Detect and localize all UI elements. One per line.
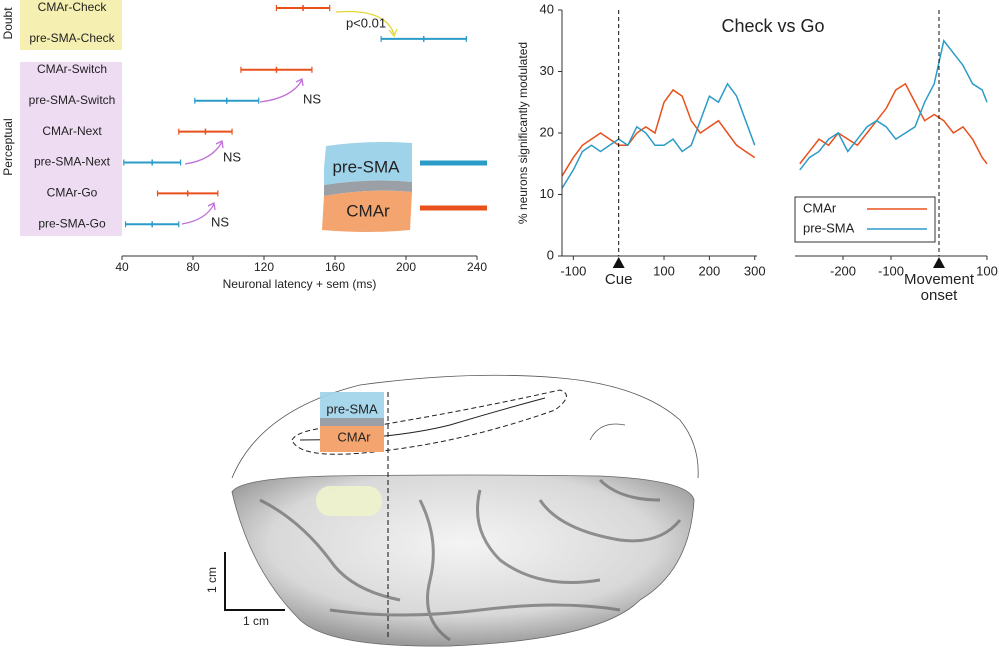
arrow-head (215, 140, 224, 149)
y-tick-label: 40 (540, 1, 554, 16)
x-tick-label: -100 (878, 263, 904, 278)
x-tick-label: 240 (467, 260, 487, 274)
y-tick-label: CMAr-Switch (37, 62, 107, 76)
y-tick-label: pre-SMA-Next (34, 155, 111, 169)
x-tick-label: 40 (115, 260, 129, 274)
y-tick-label: CMAr-Next (42, 124, 102, 138)
border-area (320, 418, 384, 426)
event-marker (612, 257, 625, 268)
pre-sma-area (324, 142, 412, 185)
y-axis-label: % neurons significantly modulated (516, 42, 530, 224)
y-tick-label: 0 (547, 247, 554, 262)
cmar-area (320, 426, 384, 452)
scale-bar (224, 552, 285, 611)
y-tick-label: CMAr-Go (47, 186, 98, 200)
data-line (561, 82, 756, 189)
y-tick-label: 20 (540, 124, 554, 139)
arrow (335, 10, 395, 35)
legend-label: CMAr (803, 200, 837, 215)
scale-label: 1 cm (243, 614, 269, 628)
brain-surface (231, 474, 695, 647)
legend-box (794, 196, 936, 243)
group-box (20, 62, 122, 236)
arrow (259, 79, 303, 103)
annotation: p<0.01 (346, 15, 386, 30)
event-label: onset (921, 287, 959, 304)
x-tick-label: -200 (830, 263, 856, 278)
x-tick-label: 300 (744, 263, 766, 278)
event-label: Movement (904, 271, 975, 288)
annotation: NS (223, 149, 241, 164)
area-label: CMAr (346, 201, 390, 220)
x-tick-label: 160 (325, 260, 345, 274)
group-box (20, 0, 122, 50)
arrow-head (388, 28, 398, 38)
x-tick-label: 80 (186, 260, 200, 274)
annotation: NS (303, 91, 321, 106)
x-tick-label: 200 (699, 263, 721, 278)
x-tick-label: 100 (653, 263, 675, 278)
y-tick-label: 30 (540, 63, 554, 78)
border-area (324, 180, 412, 196)
data-line (799, 39, 988, 171)
data-line (799, 82, 988, 165)
y-tick-label: CMAr-Check (38, 0, 108, 14)
cmar-area (322, 190, 412, 232)
sulci (259, 478, 682, 642)
x-tick-label: -100 (560, 263, 586, 278)
annotation: NS (211, 214, 229, 229)
y-tick-label: 10 (540, 186, 554, 201)
brain-label: pre-SMA (326, 401, 378, 416)
brain-label: CMAr (337, 429, 371, 444)
legend-label: pre-SMA (803, 220, 855, 235)
x-tick-label: 200 (396, 260, 416, 274)
event-label: Cue (605, 271, 633, 288)
arrow (184, 141, 223, 165)
x-tick-label: 100 (976, 263, 998, 278)
sulcus-line (589, 423, 626, 441)
y-tick-label: pre-SMA-Switch (29, 93, 116, 107)
arrow-head (295, 78, 304, 87)
x-tick-label: 120 (254, 260, 274, 274)
area-label: pre-SMA (332, 157, 400, 176)
arrow (181, 203, 215, 225)
data-line (561, 88, 756, 177)
arrow-head (207, 202, 216, 211)
group-label: Perceptual (1, 118, 15, 175)
chart-title: Check vs Go (721, 16, 824, 36)
scale-label: 1 cm (205, 567, 219, 593)
brain-outline (231, 374, 699, 479)
group-label: Doubt (1, 7, 15, 40)
recording-chamber (316, 486, 382, 516)
event-marker (933, 257, 945, 268)
x-axis-label: Neuronal latency + sem (ms) (223, 277, 377, 291)
y-tick-label: pre-SMA-Check (29, 31, 115, 45)
y-tick-label: pre-SMA-Go (38, 216, 106, 230)
pre-sma-area (320, 392, 384, 418)
